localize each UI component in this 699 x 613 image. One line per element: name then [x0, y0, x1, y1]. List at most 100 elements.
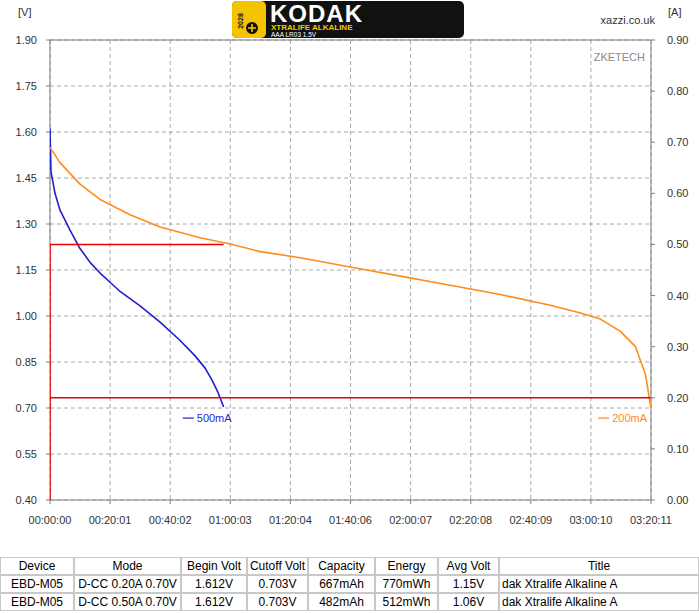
table-cell [248, 594, 308, 611]
table-cell-text: D-CC 0.50A 0.70V [78, 595, 177, 609]
table-cell-text: 0.703V [258, 577, 296, 591]
table-header-text: Begin Volt [187, 559, 242, 573]
table-header-text: Avg Volt [447, 559, 491, 573]
y-tick-label: 0.85 [16, 356, 37, 368]
y-tick [46, 86, 50, 87]
y2-tick-label: 0.70 [667, 136, 688, 148]
table-cell [376, 576, 438, 593]
x-tick-label: 02:00:07 [389, 514, 432, 526]
table-cell-text: D-CC 0.20A 0.70V [78, 577, 177, 591]
table-header-cell [75, 558, 181, 575]
y-tick-label: 1.15 [16, 264, 37, 276]
y-tick [46, 178, 50, 179]
table-cell-text: 1.612V [195, 577, 233, 591]
table-cell [75, 594, 181, 611]
y2-tick [651, 448, 655, 449]
plus-sign [251, 24, 253, 32]
table-background [0, 557, 699, 611]
y2-tick-label: 0.50 [667, 238, 688, 250]
table-cell-text: EBD-M05 [11, 595, 63, 609]
series-label: 200mA [612, 412, 648, 424]
table-cell-text: 482mAh [319, 595, 364, 609]
table-header-cell [1, 558, 74, 575]
y2-tick-label: 0.20 [667, 392, 688, 404]
y2-tick-label: 0.80 [667, 85, 688, 97]
x-tick [230, 500, 231, 504]
series-label: 500mA [197, 412, 233, 424]
y2-tick-label: 0.10 [667, 443, 688, 455]
y-tick-label: 0.55 [16, 448, 37, 460]
site-label: xazzi.co.uk [601, 14, 656, 26]
battery-cap [232, 1, 266, 38]
y2-tick-label: 0.00 [667, 494, 688, 506]
y-tick-label: 1.90 [16, 34, 37, 46]
table-cell [309, 576, 375, 593]
table-cell [248, 576, 308, 593]
y2-tick [651, 193, 655, 194]
series-label-key [598, 417, 609, 418]
y-tick [46, 454, 50, 455]
battery-body [232, 1, 464, 38]
x-tick [50, 500, 51, 504]
x-grid-line [590, 40, 591, 500]
x-tick-label: 02:40:09 [509, 514, 552, 526]
table-cell [182, 594, 247, 611]
battery-date: 2028 [237, 13, 244, 29]
summary-table: DeviceModeBegin VoltCutoff VoltCapacityE… [0, 557, 699, 611]
y-tick-label: 1.00 [16, 310, 37, 322]
x-tick-label: 00:20:01 [89, 514, 132, 526]
x-tick [590, 500, 591, 504]
table-cell-text: 1.15V [453, 577, 484, 591]
table-cell-text: 512mWh [382, 595, 430, 609]
plot-frame [50, 40, 651, 500]
x-grid-line [230, 40, 231, 500]
table-cell-text: dak Xtralife Alkaline A [502, 595, 617, 609]
table-header-cell [309, 558, 375, 575]
x-tick-label: 03:00:10 [569, 514, 612, 526]
x-tick-label: 01:40:06 [329, 514, 372, 526]
x-tick [170, 500, 171, 504]
table-cell-text: 1.612V [195, 595, 233, 609]
y-tick-label: 1.75 [16, 80, 37, 92]
series-label-key [183, 417, 194, 418]
y2-tick [651, 40, 655, 41]
y-tick [46, 408, 50, 409]
x-grid-line [110, 40, 111, 500]
table-header-cell [376, 558, 438, 575]
y-tick-label: 1.60 [16, 126, 37, 138]
x-tick [110, 500, 111, 504]
y-tick [46, 316, 50, 317]
series-line [50, 397, 651, 399]
y-tick [46, 500, 50, 501]
y-tick [46, 40, 50, 41]
y-tick-label: 1.45 [16, 172, 37, 184]
table-header-text: Cutoff Volt [250, 559, 306, 573]
grid [50, 40, 651, 500]
table-cell-text: 0.703V [258, 595, 296, 609]
table-cell-text: dak Xtralife Alkaline A [502, 577, 617, 591]
table-header-text: Energy [387, 559, 425, 573]
x-grid-line [530, 40, 531, 500]
x-tick [290, 500, 291, 504]
table-cell [500, 576, 699, 593]
table-cell-text: 667mAh [319, 577, 364, 591]
table-cell [376, 594, 438, 611]
y-tick [46, 362, 50, 363]
y-axis-title: [V] [18, 6, 31, 18]
table-header-cell [248, 558, 308, 575]
battery-spec: AAA LR03 1.5V [271, 31, 317, 38]
y-tick [46, 132, 50, 133]
x-tick-label: 01:20:04 [269, 514, 312, 526]
series-line [50, 128, 224, 407]
table-cell [309, 594, 375, 611]
x-tick [410, 500, 411, 504]
x-tick [350, 500, 351, 504]
table-header-cell [182, 558, 247, 575]
watermark: ZKETECH [594, 51, 645, 63]
battery-image: 2028KODAKXTRALIFE ALKALINEAAA LR03 1.5V [232, 0, 464, 38]
x-tick [530, 500, 531, 504]
y-grid-line [50, 178, 651, 179]
table-header-text: Mode [112, 559, 142, 573]
x-tick [651, 500, 652, 504]
table-header-text: Title [588, 559, 611, 573]
